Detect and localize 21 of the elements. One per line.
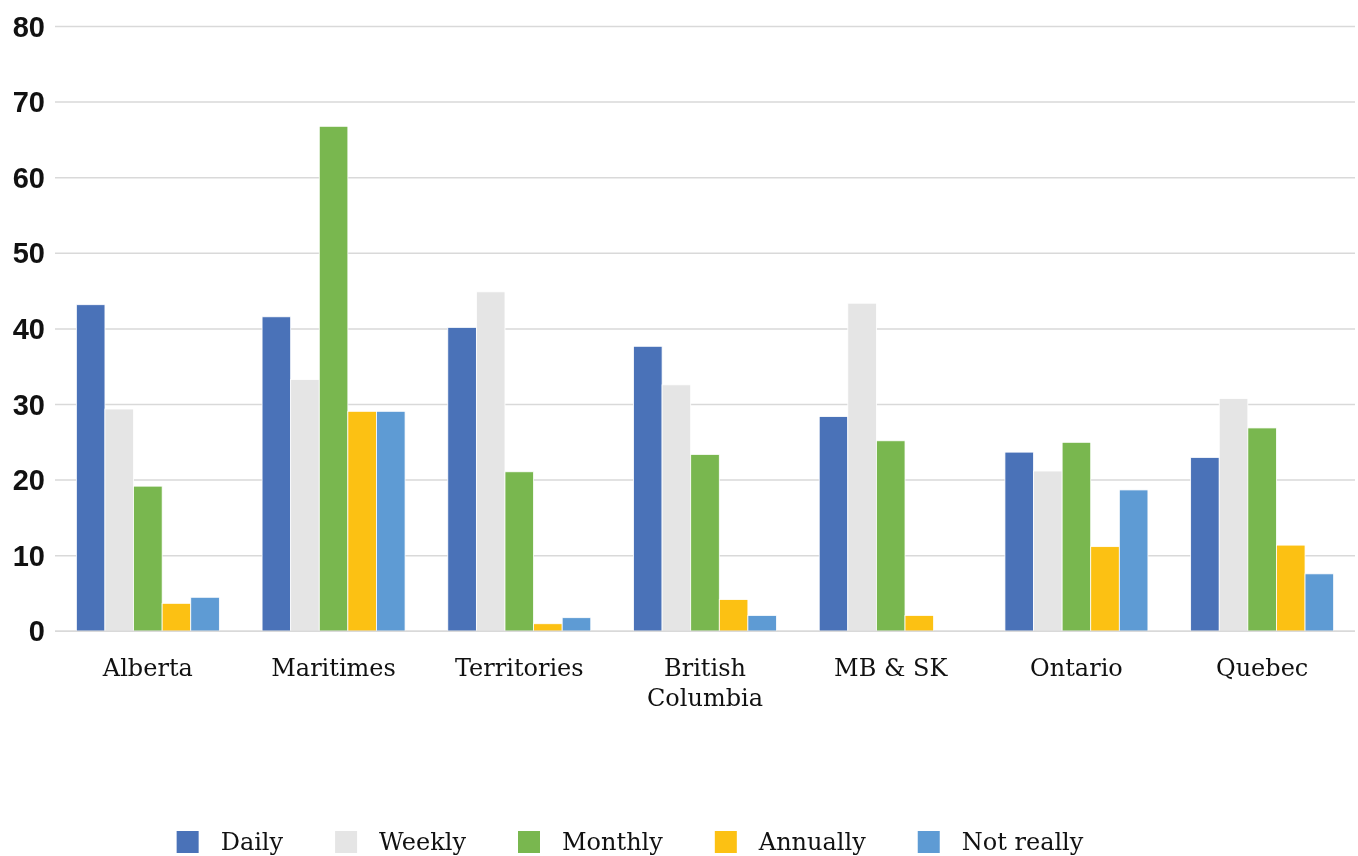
legend-label: Annually [757, 828, 867, 856]
y-tick-label: 30 [12, 388, 45, 421]
x-tick-label: Ontario [1030, 654, 1123, 682]
y-tick-label: 10 [12, 539, 45, 572]
y-tick-label: 50 [12, 237, 45, 270]
legend-label: Monthly [562, 828, 664, 856]
legend-label: Not really [961, 828, 1084, 856]
y-tick-label: 60 [12, 161, 45, 194]
y-tick-label: 80 [12, 10, 45, 43]
y-tick-label: 70 [12, 86, 45, 119]
x-tick-label: British Columbia [646, 654, 764, 712]
y-tick-label: 40 [12, 312, 45, 345]
x-tick-label: Quebec [1215, 654, 1309, 682]
x-tick-label: Alberta [101, 654, 193, 682]
x-tick-label: Maritimes [271, 654, 396, 682]
y-tick-label: 0 [28, 615, 45, 648]
y-tick-label: 20 [12, 464, 45, 497]
x-tick-label: MB & SK [834, 654, 949, 682]
x-tick-label: Territories [454, 654, 584, 682]
legend-label: Weekly [379, 828, 467, 856]
legend-label: Daily [220, 828, 284, 856]
